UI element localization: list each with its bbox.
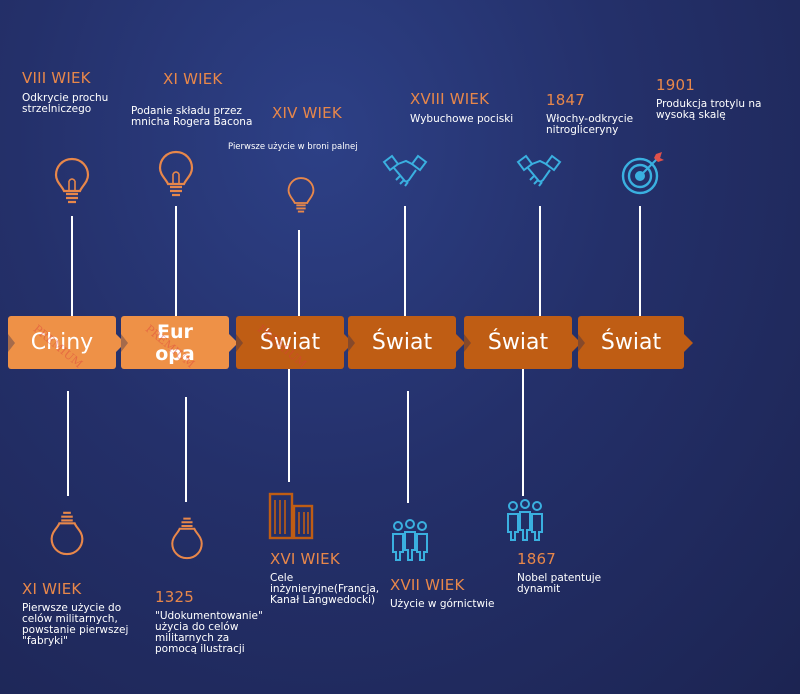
event-heading: 1901: [656, 76, 695, 94]
connector-line: [639, 206, 641, 316]
event-description: Wybuchowe pociski: [410, 113, 514, 125]
connector-line: [539, 206, 541, 316]
event-description: Nobel patentuje dynamit: [517, 572, 602, 595]
event-heading: XIV WIEK: [272, 104, 342, 122]
event-heading: 1867: [517, 550, 556, 568]
event-heading: VIII WIEK: [22, 69, 91, 87]
connector-line: [298, 230, 300, 316]
lightbulb-icon: [158, 150, 194, 197]
buildings-icon: [268, 492, 314, 540]
handshake-icon: [382, 154, 428, 187]
connector-line: [175, 206, 177, 316]
event-description: Produkcja trotylu na wysoką skalę: [656, 98, 762, 121]
connector-line: [404, 206, 406, 316]
event-heading: XI WIEK: [22, 580, 82, 598]
event-heading: 1847: [546, 91, 585, 109]
event-description: Pierwsze użycie do celów militarnych, po…: [22, 602, 129, 647]
event-description: Odkrycie prochu strzelniczego: [22, 92, 109, 115]
handshake-icon: [516, 154, 562, 187]
timeline-segment-swiat-3: Świat: [464, 316, 581, 369]
lightbulb-icon: [50, 511, 84, 556]
timeline-segment-europa: Eur opa: [121, 316, 238, 369]
lightbulb-icon: [287, 177, 315, 213]
segment-label: Świat: [487, 330, 549, 355]
event-description: Cele inżynieryjne(Francja, Kanał Langwed…: [270, 572, 380, 606]
segment-label: Świat: [259, 330, 321, 355]
event-description: Użycie w górnictwie: [390, 598, 495, 610]
event-heading: 1325: [155, 588, 194, 606]
event-description: Włochy-odkrycie nitrogliceryny: [546, 113, 634, 136]
connector-line: [522, 369, 524, 496]
connector-line: [288, 369, 290, 482]
lightbulb-icon: [54, 157, 90, 204]
lightbulb-icon: [171, 517, 203, 560]
event-description: "Udokumentowanie" użycia do celów milita…: [155, 610, 263, 655]
event-heading: XVII WIEK: [390, 576, 465, 594]
segment-label: Eur opa: [155, 320, 195, 365]
target-icon: [621, 152, 664, 195]
event-heading: XI WIEK: [163, 70, 223, 88]
people-group-icon: [392, 519, 428, 561]
timeline-segment-swiat-2: Świat: [348, 316, 465, 369]
event-description: Podanie składu przez mnicha Rogera Bacon…: [131, 105, 253, 128]
segment-label: Chiny: [30, 330, 94, 355]
segment-label: Świat: [600, 330, 662, 355]
connector-line: [185, 397, 187, 502]
connector-line: [71, 216, 73, 316]
connector-line: [67, 391, 69, 496]
event-description: Pierwsze użycie w broni palnej: [228, 142, 358, 152]
event-heading: XVIII WIEK: [410, 90, 490, 108]
people-group-icon: [507, 499, 543, 541]
timeline-segment-swiat-4: Świat: [578, 316, 693, 369]
connector-line: [407, 391, 409, 503]
event-heading: XVI WIEK: [270, 550, 340, 568]
segment-label: Świat: [371, 330, 433, 355]
timeline-segment-chiny: Chiny: [8, 316, 125, 369]
